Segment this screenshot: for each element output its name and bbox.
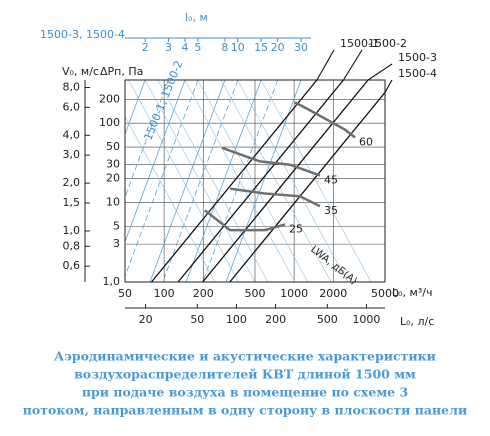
y-tick-label: 200 [99,92,120,105]
throw-line [184,80,296,282]
y2-tick-label: 0,8 [63,239,81,252]
x-tick-label: 200 [193,287,214,300]
noise-label: LWA, дБ(A) [308,244,359,287]
series-label: 1500-2 [368,37,407,50]
x3-tick-label: 20 [271,41,285,54]
y2-tick-label: 6,0 [63,100,81,113]
noise-curve [204,209,286,232]
x3-group-label: 1500-3, 1500-4 [40,28,125,41]
x-tick-label: 100 [154,287,175,300]
series-label: 1500-4 [398,67,437,80]
x3-tick-label: 30 [294,41,308,54]
throw-line [157,80,269,282]
leader-line [367,63,393,81]
y2-tick-label: 1,0 [63,224,81,237]
throw-line [144,80,256,282]
throw-line [149,80,226,282]
x3-label: l₀, м [185,11,208,24]
y-tick-label: 100 [99,116,120,129]
x3-tick-label: 10 [231,41,245,54]
y2-tick-label: 1,5 [63,196,81,209]
x-label: L₀, м³/ч [392,286,432,299]
y-label: ΔPп, Па [100,65,143,78]
x-tick-label: 2000 [319,287,347,300]
series-label: 45 [324,173,338,186]
plot-frame [124,79,386,283]
y-tick-label: 20 [106,172,120,185]
caption: Аэродинамические и акустические характер… [54,349,436,364]
grid [125,80,385,282]
leader-line [342,49,363,81]
caption: воздухораспределителей КВТ длиной 1500 м… [74,367,416,382]
y2-tick-label: 8,0 [63,81,81,94]
y-tick-label: 30 [106,158,120,171]
x2-tick-label: 50 [190,313,204,326]
noise-curve [221,146,321,177]
x2-tick-label: 100 [226,313,247,326]
x3-group-label: 1500-1, 1500-2 [142,59,186,143]
x2-label: L₀, л/с [400,315,434,328]
caption: при подаче воздуха в помещение по схеме … [82,385,408,400]
noise-curve [294,101,356,139]
diffuser-line [202,79,369,283]
noise-curve [229,187,321,208]
throw-line [237,80,348,282]
y2-tick-label: 4,0 [63,128,81,141]
x3-tick-label: 5 [194,41,201,54]
x-tick-label: 500 [245,287,266,300]
series-label: 35 [324,204,338,217]
throw-line [197,80,309,282]
x-tick-label: 5000 [371,287,399,300]
x2-tick-label: 200 [265,313,286,326]
layer: 1,035102030501002000,60,81,01,52,03,04,0… [63,37,437,326]
series-label: 60 [359,136,373,149]
throw-line [125,115,216,282]
y2-tick-label: 2,0 [63,176,81,189]
x-tick-label: 1000 [280,287,308,300]
throw-line [220,80,332,282]
y-tick-label: 5 [113,220,120,233]
x3-tick-label: 3 [165,41,172,54]
y-tick-label: 3 [113,237,120,250]
x3-tick-label: 15 [254,41,268,54]
throw-line [185,80,262,282]
x3-tick-label: 8 [221,41,228,54]
x2-tick-label: 20 [139,313,153,326]
leader-line [316,49,335,81]
leader-line [384,79,393,93]
x2-tick-label: 500 [317,313,338,326]
y-tick-label: 10 [106,196,120,209]
x-tick-label: 50 [118,287,132,300]
y2-tick-label: 3,0 [63,148,81,161]
x3-tick-label: 4 [182,41,189,54]
diffuser-line [229,92,386,283]
caption: потоком, направленным в одну сторону в п… [23,403,467,418]
throw-line [260,80,372,282]
y2-tick-label: 0,6 [63,259,81,272]
series-label: 25 [289,222,303,235]
y-tick-label: 1,0 [103,275,121,288]
diffuser-line [151,79,318,283]
throw-line [125,80,186,243]
throw-line [128,80,239,282]
y-tick-label: 50 [106,140,120,153]
throw-line [225,80,302,282]
series-label: 1500-3 [398,51,437,64]
series-label: 1500-1 [340,37,379,50]
x2-tick-label: 1000 [352,313,380,326]
x3-tick-label: 2 [142,41,149,54]
throw-line [125,80,146,136]
y2-label: V₀, м/с [62,65,99,78]
